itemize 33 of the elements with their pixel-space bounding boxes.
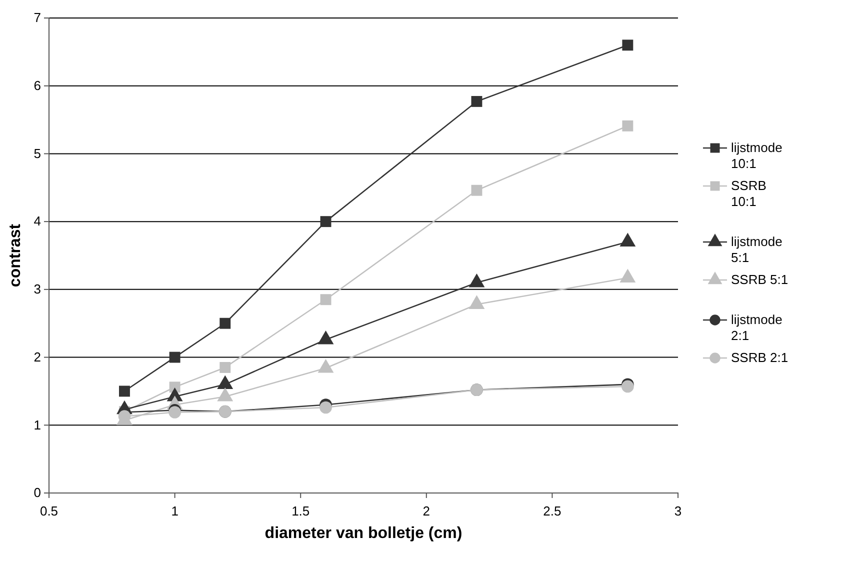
point [622, 120, 634, 132]
x-tick-label: 1.5 [292, 503, 310, 518]
point [119, 386, 130, 397]
point [220, 318, 231, 329]
x-tick-label: 3 [674, 503, 682, 518]
x-tick-label: 1 [171, 503, 178, 518]
y-tick-label: 5 [34, 146, 41, 161]
legend-label: lijstmode 2:1 [731, 312, 782, 343]
x-tick-label: 2 [422, 503, 430, 518]
legend-label: SSRB 2:1 [731, 350, 788, 365]
legend-label: SSRB 5:1 [731, 272, 788, 287]
legend-label: lijstmode 5:1 [731, 234, 782, 265]
y-tick-label: 3 [34, 282, 41, 297]
legend-label: lijstmode 10:1 [731, 140, 782, 171]
y-axis-title: contrast [7, 223, 24, 288]
x-tick-label: 2.5 [543, 503, 562, 518]
point [220, 362, 231, 373]
y-tick-label: 2 [34, 349, 41, 364]
point [320, 294, 332, 306]
y-tick-label: 4 [34, 214, 41, 229]
x-axis-title: diameter van bolletje (cm) [264, 525, 462, 542]
point [320, 216, 332, 228]
y-tick-label: 0 [34, 485, 41, 500]
y-tick-label: 6 [34, 78, 41, 94]
point [471, 184, 482, 196]
y-tick-label: 7 [34, 10, 41, 26]
legend-label: SSRB 10:1 [731, 178, 766, 209]
point [471, 96, 482, 107]
x-tick-label: 0.5 [40, 503, 58, 518]
point [622, 40, 634, 51]
point [169, 352, 180, 363]
y-tick-label: 1 [34, 417, 41, 432]
point [320, 401, 332, 414]
